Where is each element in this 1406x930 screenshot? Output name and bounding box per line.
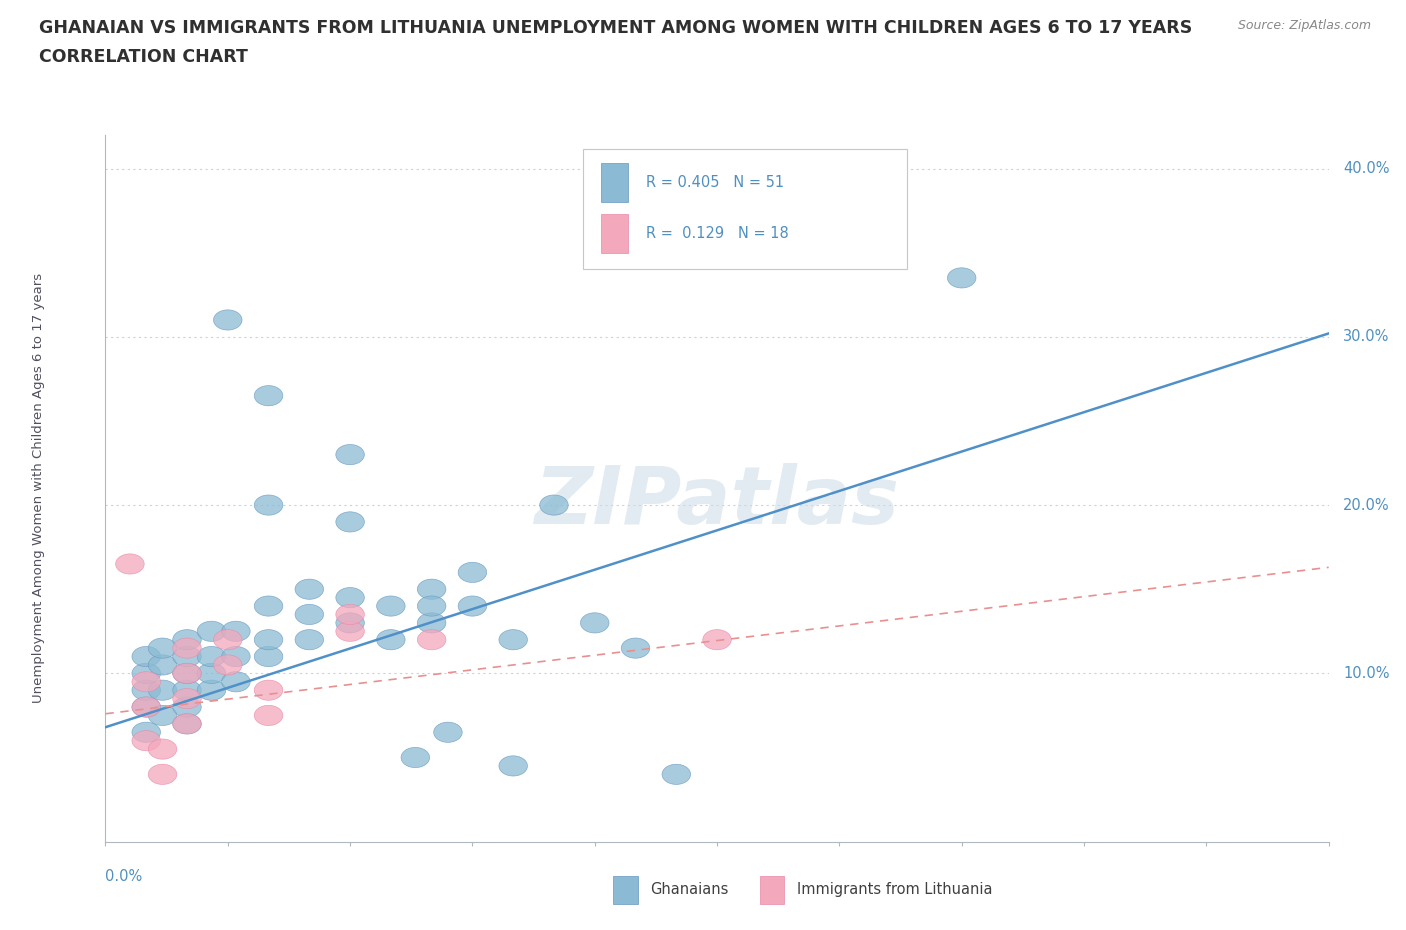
Text: Unemployment Among Women with Children Ages 6 to 17 years: Unemployment Among Women with Children A… — [32, 273, 45, 703]
Ellipse shape — [336, 512, 364, 532]
Text: 30.0%: 30.0% — [1343, 329, 1389, 344]
Ellipse shape — [173, 697, 201, 717]
Ellipse shape — [173, 663, 201, 684]
Ellipse shape — [115, 554, 145, 574]
Ellipse shape — [173, 663, 201, 684]
Text: ZIPatlas: ZIPatlas — [534, 463, 900, 541]
FancyBboxPatch shape — [600, 163, 627, 202]
Ellipse shape — [254, 495, 283, 515]
Ellipse shape — [458, 563, 486, 582]
Text: 10.0%: 10.0% — [1343, 666, 1391, 681]
Ellipse shape — [197, 663, 226, 684]
Ellipse shape — [132, 731, 160, 751]
Ellipse shape — [222, 671, 250, 692]
Ellipse shape — [336, 445, 364, 465]
Ellipse shape — [458, 596, 486, 617]
Ellipse shape — [295, 604, 323, 625]
Ellipse shape — [336, 613, 364, 633]
Text: Source: ZipAtlas.com: Source: ZipAtlas.com — [1237, 19, 1371, 32]
Ellipse shape — [621, 638, 650, 658]
Ellipse shape — [197, 621, 226, 642]
Ellipse shape — [254, 680, 283, 700]
Ellipse shape — [295, 579, 323, 599]
Ellipse shape — [254, 596, 283, 617]
Ellipse shape — [703, 630, 731, 650]
Ellipse shape — [418, 596, 446, 617]
Ellipse shape — [254, 386, 283, 405]
Ellipse shape — [336, 621, 364, 642]
Ellipse shape — [197, 680, 226, 700]
Ellipse shape — [214, 310, 242, 330]
Ellipse shape — [214, 655, 242, 675]
Ellipse shape — [132, 663, 160, 684]
Ellipse shape — [948, 268, 976, 288]
Ellipse shape — [173, 630, 201, 650]
Ellipse shape — [173, 638, 201, 658]
Text: Immigrants from Lithuania: Immigrants from Lithuania — [797, 883, 993, 897]
Ellipse shape — [401, 748, 430, 767]
Text: GHANAIAN VS IMMIGRANTS FROM LITHUANIA UNEMPLOYMENT AMONG WOMEN WITH CHILDREN AGE: GHANAIAN VS IMMIGRANTS FROM LITHUANIA UN… — [39, 19, 1192, 36]
Ellipse shape — [132, 697, 160, 717]
Ellipse shape — [132, 697, 160, 717]
Ellipse shape — [132, 646, 160, 667]
Ellipse shape — [214, 630, 242, 650]
Ellipse shape — [433, 723, 463, 742]
Ellipse shape — [173, 713, 201, 734]
Ellipse shape — [222, 621, 250, 642]
Ellipse shape — [295, 630, 323, 650]
Ellipse shape — [336, 588, 364, 607]
Ellipse shape — [173, 646, 201, 667]
Ellipse shape — [148, 655, 177, 675]
Ellipse shape — [418, 630, 446, 650]
Ellipse shape — [197, 646, 226, 667]
Ellipse shape — [148, 705, 177, 725]
Ellipse shape — [540, 495, 568, 515]
FancyBboxPatch shape — [600, 215, 627, 253]
Text: CORRELATION CHART: CORRELATION CHART — [39, 48, 249, 66]
Ellipse shape — [377, 596, 405, 617]
Ellipse shape — [581, 613, 609, 633]
Ellipse shape — [132, 680, 160, 700]
FancyBboxPatch shape — [759, 875, 785, 904]
Ellipse shape — [662, 764, 690, 784]
Text: 20.0%: 20.0% — [1343, 498, 1391, 512]
Ellipse shape — [499, 630, 527, 650]
Ellipse shape — [254, 646, 283, 667]
Ellipse shape — [148, 739, 177, 759]
Ellipse shape — [499, 756, 527, 776]
Ellipse shape — [418, 613, 446, 633]
Ellipse shape — [148, 680, 177, 700]
Ellipse shape — [132, 723, 160, 742]
FancyBboxPatch shape — [582, 149, 907, 269]
Ellipse shape — [148, 638, 177, 658]
Ellipse shape — [148, 764, 177, 784]
Ellipse shape — [222, 646, 250, 667]
Ellipse shape — [254, 630, 283, 650]
FancyBboxPatch shape — [613, 875, 637, 904]
Ellipse shape — [377, 630, 405, 650]
Text: Ghanaians: Ghanaians — [650, 883, 728, 897]
Ellipse shape — [173, 680, 201, 700]
Text: 0.0%: 0.0% — [105, 869, 142, 883]
Text: R = 0.405   N = 51: R = 0.405 N = 51 — [647, 175, 785, 190]
Text: 40.0%: 40.0% — [1343, 161, 1391, 176]
Ellipse shape — [336, 604, 364, 625]
Text: R =  0.129   N = 18: R = 0.129 N = 18 — [647, 226, 789, 241]
Ellipse shape — [173, 713, 201, 734]
Ellipse shape — [254, 705, 283, 725]
Ellipse shape — [173, 688, 201, 709]
Ellipse shape — [132, 671, 160, 692]
Ellipse shape — [418, 579, 446, 599]
